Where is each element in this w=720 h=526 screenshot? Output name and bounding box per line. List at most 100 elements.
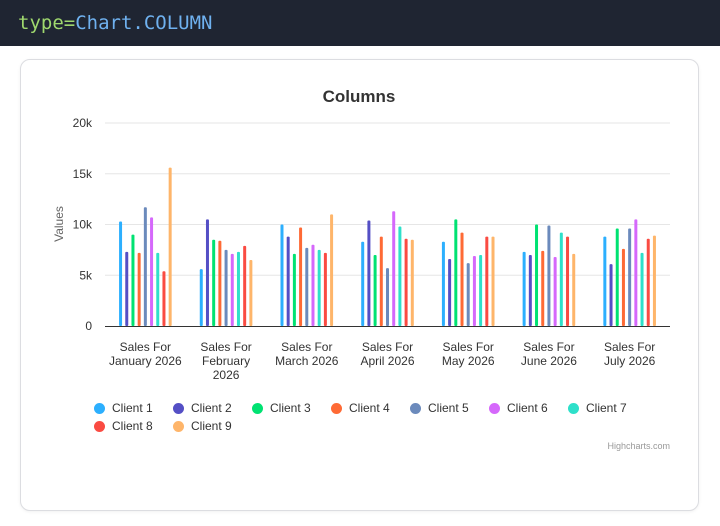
code-value: Chart.COLUMN (75, 12, 213, 34)
bar-client-3-4[interactable] (454, 219, 458, 326)
bar-client-1-5[interactable] (522, 251, 526, 326)
legend-item-client-1[interactable]: Client 1 (94, 401, 173, 415)
bar-client-2-0[interactable] (125, 251, 129, 326)
y-tick-label: 10k (73, 218, 93, 232)
bar-client-3-6[interactable] (615, 228, 619, 326)
legend-item-client-4[interactable]: Client 4 (331, 401, 410, 415)
bar-client-7-3[interactable] (398, 226, 402, 326)
bar-client-7-1[interactable] (236, 251, 240, 326)
bar-client-5-6[interactable] (628, 228, 632, 326)
bar-client-3-1[interactable] (212, 239, 216, 326)
x-tick-label-1: Sales For February 2026 (200, 340, 251, 382)
bar-client-8-0[interactable] (162, 271, 166, 326)
legend-swatch-icon (94, 420, 105, 432)
bar-client-1-6[interactable] (603, 236, 607, 326)
legend-swatch-icon (568, 402, 579, 414)
credits-link[interactable]: Highcharts.com (607, 441, 670, 451)
bar-client-8-5[interactable] (566, 236, 570, 326)
bar-client-6-5[interactable] (553, 256, 557, 326)
bar-client-1-2[interactable] (280, 224, 284, 327)
bar-client-7-5[interactable] (559, 232, 563, 326)
bar-client-8-3[interactable] (404, 238, 408, 326)
bar-client-8-4[interactable] (485, 236, 489, 326)
bar-client-9-1[interactable] (249, 260, 253, 326)
bar-client-1-3[interactable] (361, 241, 365, 326)
x-tick-label-line: Sales For (523, 340, 574, 354)
bar-client-6-4[interactable] (472, 255, 476, 326)
legend-item-client-8[interactable]: Client 8 (94, 419, 173, 433)
bar-client-2-5[interactable] (528, 254, 532, 326)
bar-client-3-0[interactable] (131, 234, 135, 326)
x-tick-label-line: Sales For (200, 340, 251, 354)
x-tick-label-line: March 2026 (275, 354, 339, 368)
bar-client-1-0[interactable] (119, 221, 123, 326)
bar-client-7-2[interactable] (317, 249, 321, 326)
bar-client-9-6[interactable] (652, 235, 656, 326)
legend-swatch-icon (331, 402, 342, 414)
legend-item-client-9[interactable]: Client 9 (173, 419, 252, 433)
bar-client-8-2[interactable] (323, 252, 327, 326)
legend-label: Client 1 (112, 401, 153, 415)
bar-client-9-0[interactable] (168, 167, 172, 326)
legend-swatch-icon (410, 402, 421, 414)
bar-client-4-0[interactable] (137, 252, 141, 326)
bar-client-5-3[interactable] (386, 268, 389, 326)
code-keyword: type= (18, 12, 76, 34)
bar-client-9-3[interactable] (410, 239, 414, 326)
legend-swatch-icon (94, 402, 105, 414)
bar-client-8-1[interactable] (243, 245, 247, 326)
legend-item-client-3[interactable]: Client 3 (252, 401, 331, 415)
bar-client-6-6[interactable] (634, 219, 638, 326)
bar-client-5-5[interactable] (547, 225, 551, 326)
bar-client-2-3[interactable] (367, 220, 371, 326)
bar-client-2-2[interactable] (286, 236, 290, 326)
bar-client-9-2[interactable] (330, 214, 334, 326)
bar-client-3-3[interactable] (373, 254, 377, 326)
bar-client-2-1[interactable] (205, 219, 209, 326)
bar-client-8-6[interactable] (646, 238, 650, 326)
x-tick-label-line: June 2026 (521, 354, 577, 368)
bar-client-9-4[interactable] (491, 236, 495, 326)
bar-client-4-2[interactable] (299, 227, 303, 326)
legend-item-client-6[interactable]: Client 6 (489, 401, 568, 415)
bar-client-4-1[interactable] (218, 240, 222, 326)
bar-client-1-4[interactable] (441, 241, 445, 326)
bar-client-3-5[interactable] (535, 224, 539, 327)
code-line: type=Chart.COLUMN (18, 0, 212, 46)
legend-label: Client 9 (191, 419, 232, 433)
bar-client-5-4[interactable] (466, 263, 470, 326)
legend-item-client-2[interactable]: Client 2 (173, 401, 252, 415)
bar-client-1-1[interactable] (199, 269, 203, 326)
bar-client-6-3[interactable] (392, 211, 396, 326)
y-tick-label: 20k (73, 116, 93, 130)
bar-client-7-6[interactable] (640, 252, 644, 326)
legend-item-client-5[interactable]: Client 5 (410, 401, 489, 415)
bar-client-7-0[interactable] (156, 252, 160, 326)
bar-client-4-5[interactable] (541, 250, 545, 326)
legend-label: Client 3 (270, 401, 311, 415)
bar-client-5-2[interactable] (305, 247, 309, 326)
legend-item-client-7[interactable]: Client 7 (568, 401, 647, 415)
bar-client-2-4[interactable] (448, 259, 452, 326)
bar-client-6-2[interactable] (311, 244, 315, 326)
bar-client-9-5[interactable] (572, 253, 576, 326)
x-tick-label-2: Sales For March 2026 (275, 340, 339, 368)
legend-swatch-icon (173, 420, 184, 432)
bar-client-4-6[interactable] (621, 248, 625, 326)
y-axis-label: Values (52, 206, 66, 242)
bar-client-5-0[interactable] (143, 207, 147, 326)
bar-client-3-2[interactable] (292, 253, 296, 326)
bar-client-5-1[interactable] (224, 249, 228, 326)
bar-client-4-4[interactable] (460, 232, 464, 326)
bar-client-2-6[interactable] (609, 264, 613, 326)
bar-client-6-0[interactable] (150, 217, 154, 326)
x-tick-label-line: May 2026 (442, 354, 495, 368)
x-tick-label-6: Sales For July 2026 (604, 340, 656, 368)
bar-client-4-3[interactable] (379, 236, 383, 326)
bar-client-7-4[interactable] (479, 254, 483, 326)
bar-client-6-1[interactable] (230, 253, 234, 326)
x-tick-label-line: 2026 (213, 368, 240, 382)
x-tick-label-line: Sales For (362, 340, 413, 354)
